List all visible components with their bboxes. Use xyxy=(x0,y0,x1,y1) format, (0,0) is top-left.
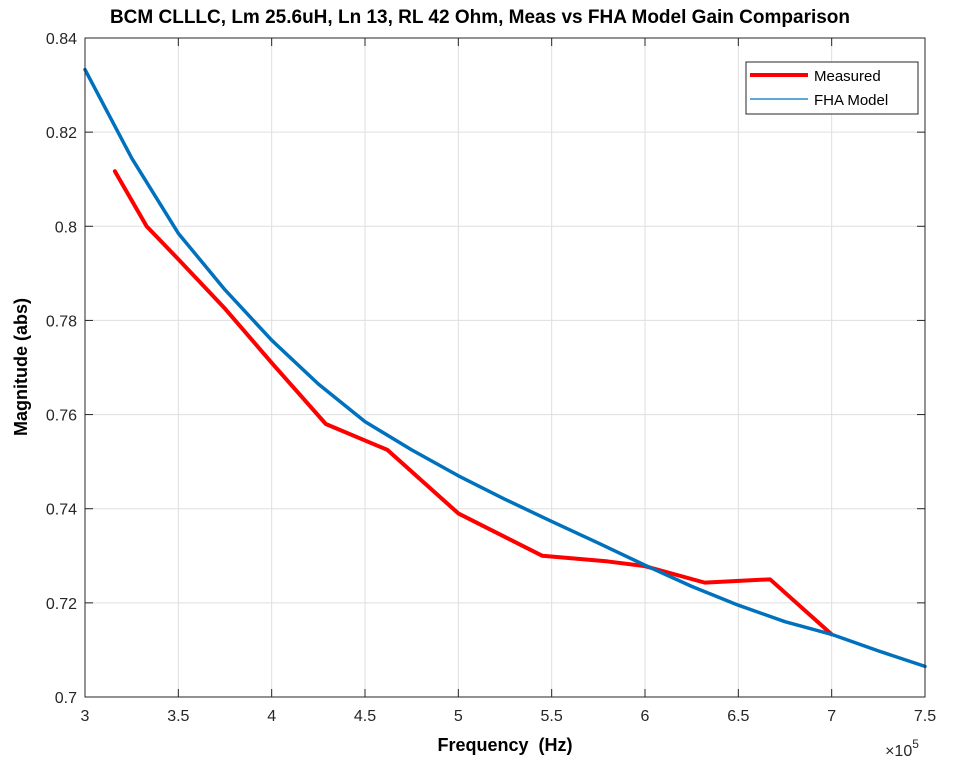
tick-layer: 3 3.5 4 4.5 5 5.5 6 6.5 7 7.5 0.7 0.72 0.74 0.76 0.78 0… xyxy=(46,31,936,725)
chart-title: BCM CLLLC, Lm 25.6uH, Ln 13, RL 42 Ohm, … xyxy=(110,7,850,28)
x-tick-label: 6 xyxy=(641,708,650,725)
series-line-measured xyxy=(112,169,834,637)
y-tick-label: 0.8 xyxy=(55,219,77,236)
plot-area xyxy=(85,38,925,697)
x-tick-label: 4 xyxy=(267,708,276,725)
legend: Measured FHA Model xyxy=(745,61,919,115)
x-tick-label: 5.5 xyxy=(541,708,563,725)
x-tick-label: 3.5 xyxy=(167,708,189,725)
x-axis-label: Frequency (Hz) xyxy=(437,735,572,755)
y-tick-label: 0.84 xyxy=(46,31,77,48)
y-tick-label: 0.76 xyxy=(46,408,77,425)
y-axis-label: Magnitude (abs) xyxy=(11,298,31,436)
series-layer xyxy=(83,67,927,669)
x-tick-label: 4.5 xyxy=(354,708,376,725)
x-tick-label: 3 xyxy=(81,708,90,725)
x-tick-label: 6.5 xyxy=(727,708,749,725)
x-axis-multiplier: ×105 xyxy=(885,737,919,759)
y-tick-label: 0.7 xyxy=(55,690,77,707)
x-multiplier-base: ×10 xyxy=(885,743,912,759)
y-tick-label: 0.72 xyxy=(46,596,77,613)
legend-label-measured: Measured xyxy=(814,68,881,85)
plot-border xyxy=(84,37,926,698)
x-multiplier-exponent: 5 xyxy=(912,737,919,751)
y-tick-label: 0.78 xyxy=(46,313,77,330)
y-tick-label: 0.74 xyxy=(46,502,77,519)
series-line-fha-model xyxy=(83,67,927,669)
x-tick-label: 7 xyxy=(827,708,836,725)
legend-label-fha-model: FHA Model xyxy=(814,92,888,109)
x-tick-label: 5 xyxy=(454,708,463,725)
x-tick-label: 7.5 xyxy=(914,708,936,725)
legend-box xyxy=(745,61,919,115)
y-tick-label: 0.82 xyxy=(46,125,77,142)
